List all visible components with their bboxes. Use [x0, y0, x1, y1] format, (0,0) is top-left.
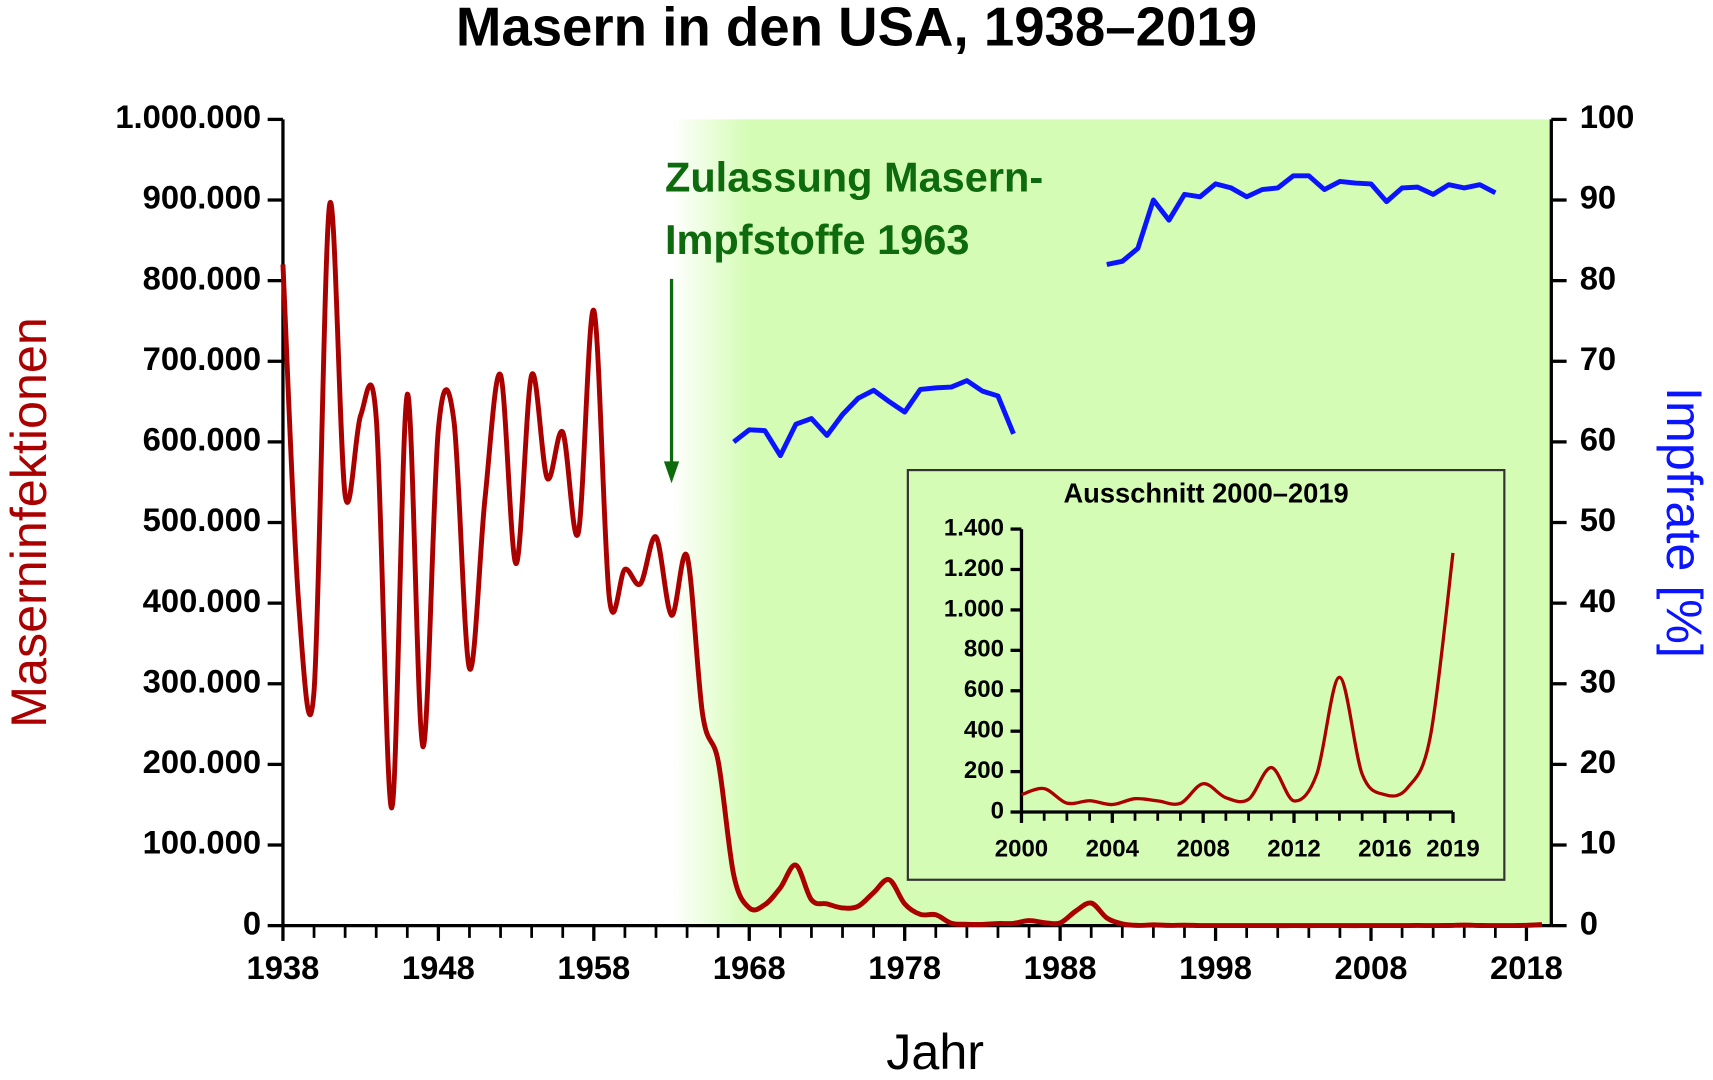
annotation-text: Impfstoffe 1963 [665, 216, 969, 263]
y-tick-label: 1.000 [944, 595, 1004, 622]
x-tick-label: 1948 [402, 949, 475, 986]
y2-tick-label: 10 [1580, 824, 1616, 861]
data-line [280, 199, 1543, 929]
x-tick-label: 1968 [713, 949, 786, 986]
y-axis-label: Maserninfektionen [1, 317, 57, 728]
x-tick-label: 1938 [246, 949, 319, 986]
y2-tick-label: 60 [1580, 421, 1616, 458]
x-tick-label: 1958 [557, 949, 630, 986]
x-tick-label: 1988 [1024, 949, 1097, 986]
x-tick-label: 2016 [1358, 836, 1411, 863]
y2-tick-label: 80 [1580, 259, 1616, 296]
y2-tick-label: 90 [1580, 179, 1616, 216]
y2-axis-label: Impfrate [%] [1656, 387, 1712, 658]
y-tick-label: 800 [964, 636, 1004, 663]
y-tick-label: 300.000 [143, 662, 261, 699]
y-tick-label: 800.000 [143, 259, 261, 296]
y-tick-label: 600.000 [143, 421, 261, 458]
y2-tick-label: 50 [1580, 501, 1616, 538]
y-tick-label: 0 [243, 904, 261, 941]
annotation-arrowhead [663, 461, 680, 484]
x-axis-label: Jahr [886, 1024, 984, 1080]
y2-tick-label: 40 [1580, 582, 1616, 619]
y-tick-label: 1.200 [944, 555, 1004, 582]
inset-title: Ausschnitt 2000–2019 [1063, 477, 1348, 508]
y-tick-label: 200.000 [143, 743, 261, 780]
y-tick-label: 1.400 [944, 514, 1004, 541]
x-tick-label: 2008 [1176, 836, 1229, 863]
y-tick-label: 500.000 [143, 501, 261, 538]
y2-tick-label: 0 [1580, 904, 1598, 941]
data-line [732, 173, 1497, 459]
y-tick-label: 600 [964, 676, 1004, 703]
x-tick-label: 2019 [1426, 836, 1479, 863]
inset-frame [906, 468, 1506, 881]
x-tick-label: 2008 [1335, 949, 1408, 986]
y2-tick-label: 30 [1580, 662, 1616, 699]
y-tick-label: 200 [964, 757, 1004, 784]
x-tick-label: 2018 [1490, 949, 1563, 986]
x-tick-label: 1998 [1179, 949, 1252, 986]
x-tick-label: 2000 [995, 836, 1048, 863]
y-tick-label: 400.000 [143, 582, 261, 619]
data-line [1020, 552, 1455, 807]
y2-tick-label: 70 [1580, 340, 1616, 377]
x-tick-label: 2004 [1086, 836, 1140, 863]
y-tick-label: 1.000.000 [115, 98, 261, 135]
x-tick-label: 2012 [1267, 836, 1320, 863]
y-tick-label: 900.000 [143, 179, 261, 216]
x-tick-label: 1978 [868, 949, 941, 986]
y-tick-label: 700.000 [143, 340, 261, 377]
y-tick-label: 400 [964, 717, 1004, 744]
chart-title: Masern in den USA, 1938–2019 [456, 0, 1257, 57]
y2-tick-label: 100 [1580, 98, 1635, 135]
y-tick-label: 100.000 [143, 824, 261, 861]
y2-tick-label: 20 [1580, 743, 1616, 780]
y-tick-label: 0 [991, 797, 1004, 824]
annotation-text: Zulassung Masern- [665, 154, 1043, 201]
